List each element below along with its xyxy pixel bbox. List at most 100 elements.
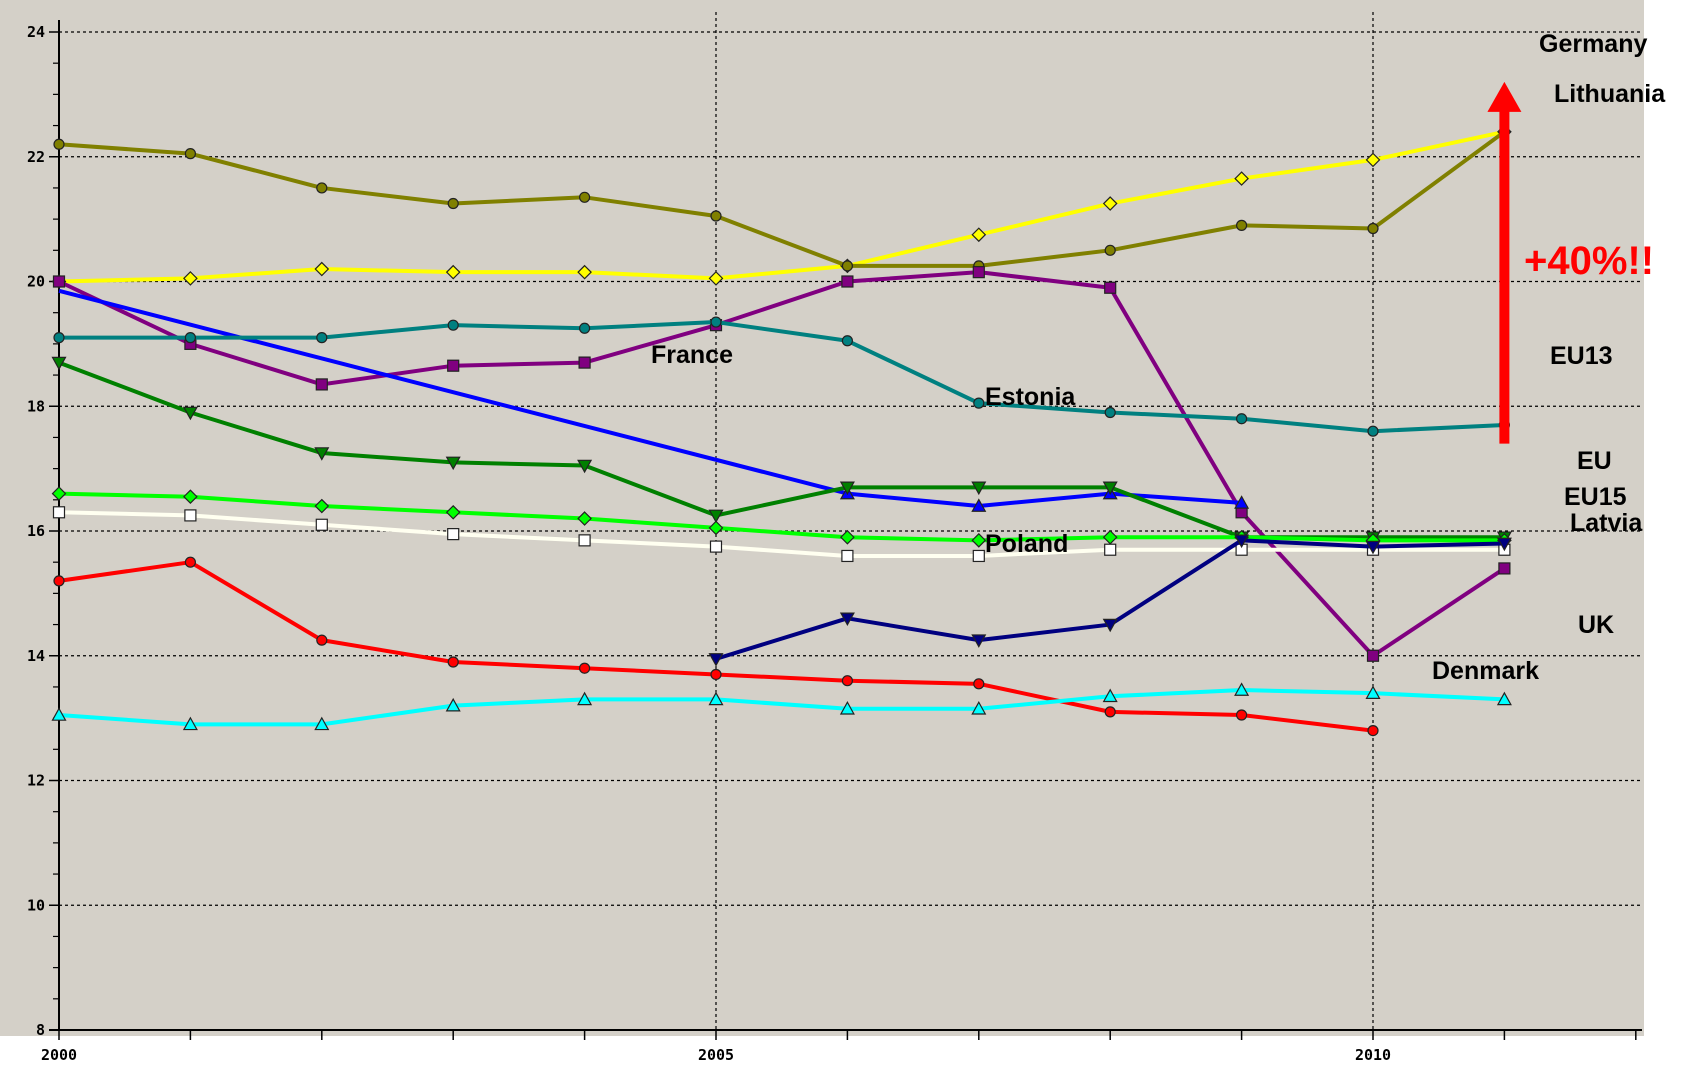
data-point-lithuania — [971, 227, 987, 243]
data-point-eu15 — [445, 504, 461, 520]
data-point-poland — [1496, 537, 1512, 552]
y-tick-label-20: 20 — [27, 273, 45, 291]
series-line-lithuania — [58, 129, 1505, 284]
y-tick-label-18: 18 — [27, 397, 45, 415]
data-point-germany — [1367, 222, 1379, 235]
data-point-france — [971, 498, 987, 512]
data-point-poland — [708, 653, 724, 667]
data-point-poland — [1234, 534, 1250, 549]
data-point-poland — [971, 634, 987, 648]
data-point-lithuania — [1102, 196, 1118, 211]
series-line-eu15 — [58, 491, 1505, 543]
data-point-lithuania — [1365, 152, 1381, 168]
data-point-denmark — [1496, 691, 1512, 706]
data-point-eu — [708, 509, 724, 524]
annotation-poland: Poland — [985, 530, 1068, 558]
data-point-eu — [839, 481, 855, 496]
data-point-eu13 — [972, 266, 985, 279]
data-point-eu — [577, 459, 593, 474]
data-point-latvia — [184, 509, 197, 522]
data-point-uk — [973, 678, 985, 690]
data-point-uk — [53, 575, 65, 587]
y-tick-label-24: 24 — [27, 23, 45, 41]
data-point-uk — [184, 556, 196, 568]
data-point-denmark — [708, 691, 724, 706]
data-point-eu13 — [1498, 562, 1511, 575]
data-point-eu — [445, 456, 461, 471]
data-point-uk — [578, 662, 591, 674]
data-point-eu13 — [52, 275, 66, 288]
data-point-uk — [841, 675, 854, 687]
x-tick-label-2005: 2005 — [698, 1046, 734, 1064]
data-point-estonia — [973, 397, 985, 409]
x-tick-label-2000: 2000 — [41, 1046, 77, 1064]
data-point-poland — [839, 612, 855, 627]
series-latvia — [52, 506, 1511, 563]
data-point-eu13 — [1366, 649, 1380, 662]
growth-arrow-head — [1487, 81, 1522, 112]
data-point-eu15 — [971, 533, 987, 548]
data-point-eu13 — [578, 356, 591, 369]
data-point-denmark — [1234, 682, 1250, 696]
data-point-estonia — [710, 316, 722, 328]
data-point-estonia — [578, 322, 591, 334]
series-eu15 — [51, 486, 1512, 548]
data-point-estonia — [316, 332, 328, 344]
data-point-latvia — [1104, 543, 1117, 556]
data-point-eu13 — [447, 359, 460, 372]
data-point-eu13 — [1104, 281, 1117, 294]
data-point-germany — [53, 138, 65, 150]
series-line-germany — [58, 130, 1506, 268]
y-tick-label-12: 12 — [27, 772, 45, 790]
data-point-eu — [314, 447, 330, 461]
data-point-lithuania — [314, 261, 330, 277]
data-point-estonia — [1235, 413, 1248, 425]
x-tick-label-2010: 2010 — [1355, 1046, 1391, 1064]
annotation-uk: UK — [1578, 611, 1614, 639]
axes: 8 10 12 14 16 18 20 22 24 2000 2005 2010 — [27, 20, 1642, 1064]
data-point-estonia — [1104, 406, 1116, 419]
data-point-estonia — [1367, 425, 1379, 437]
data-point-uk — [447, 656, 459, 668]
data-point-eu13 — [841, 275, 854, 288]
data-point-eu15 — [183, 489, 198, 505]
data-point-estonia — [184, 332, 196, 344]
data-point-lithuania — [708, 271, 724, 286]
data-point-denmark — [1365, 685, 1381, 699]
data-point-denmark — [51, 707, 67, 721]
data-point-poland — [1365, 540, 1381, 555]
data-point-eu15 — [51, 486, 67, 501]
series-line-estonia — [59, 320, 1505, 434]
data-point-denmark — [577, 691, 593, 706]
series-annotations: Germany Lithuania EU13 EU EU15 Latvia UK… — [651, 30, 1666, 685]
annotation-latvia: Latvia — [1570, 509, 1643, 537]
y-tick-label-16: 16 — [27, 522, 45, 540]
data-point-lithuania — [577, 264, 592, 280]
data-point-uk — [316, 634, 328, 646]
series-poland — [708, 534, 1512, 667]
data-point-denmark — [314, 716, 330, 731]
series-line-latvia — [58, 510, 1505, 558]
data-point-germany — [1235, 219, 1248, 231]
data-point-lithuania — [1234, 171, 1249, 186]
data-point-lithuania — [445, 264, 461, 280]
data-point-denmark — [839, 701, 855, 715]
series-denmark — [51, 682, 1512, 731]
annotation-france: France — [651, 341, 733, 369]
data-point-latvia — [972, 549, 985, 563]
data-point-uk — [710, 668, 722, 681]
data-point-eu15 — [708, 520, 724, 536]
y-tick-label-22: 22 — [27, 148, 45, 166]
gridlines — [59, 12, 1642, 1030]
data-point-germany — [710, 210, 722, 222]
data-point-uk — [1367, 724, 1379, 737]
data-point-eu — [51, 356, 67, 371]
data-point-germany — [447, 197, 459, 210]
data-point-estonia — [447, 319, 459, 331]
data-point-eu15 — [577, 511, 592, 526]
series-uk — [53, 556, 1379, 737]
data-point-lithuania — [183, 271, 198, 286]
data-point-estonia — [53, 332, 65, 344]
